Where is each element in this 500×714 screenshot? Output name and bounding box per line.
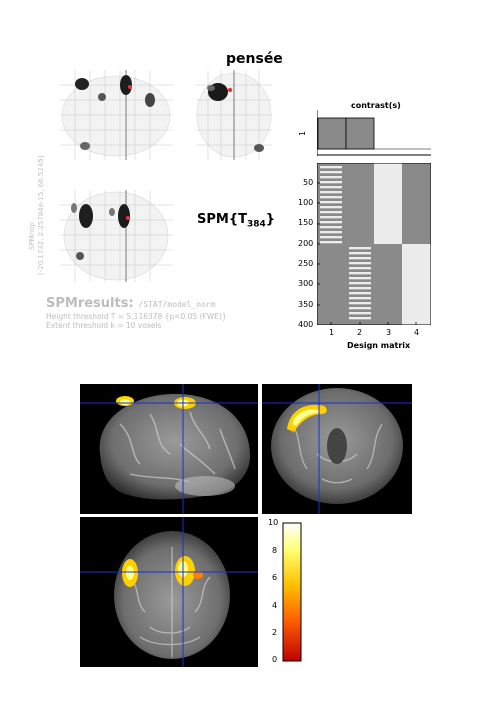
- t-text: T: [238, 212, 247, 227]
- colorbar-tick-8: 8: [272, 546, 278, 555]
- dm-ytick-150: 150: [298, 218, 314, 227]
- slice-axial[interactable]: [80, 517, 258, 667]
- height-threshold: Height threshold T = 5.116378 {p<0.05 (F…: [46, 312, 227, 321]
- dm-xtick-3: 3: [386, 328, 392, 337]
- spm-results-block: SPMresults: /STAT/model_norm Height thre…: [46, 292, 286, 330]
- spm-text: SPM: [197, 212, 229, 227]
- dm-xlabel: Design matrix: [347, 341, 411, 350]
- spm-stat-label: SPM{T384}: [197, 212, 275, 230]
- page-title: pensée: [226, 51, 283, 67]
- brace-open: {: [228, 212, 239, 227]
- design-matrix: [316, 162, 432, 326]
- glass-brain-sagittal: [60, 70, 173, 160]
- dm-xtick-4: 4: [414, 328, 420, 337]
- coordinate-readout: [-20.1732, 2.25784e-15, 66.5245]: [37, 155, 45, 275]
- contrast-index-label: 1: [298, 130, 308, 137]
- contrast-title: contrast(s): [351, 101, 401, 110]
- brace-close: }: [265, 212, 276, 227]
- slice-coronal[interactable]: [262, 384, 412, 514]
- mip-label: SPMmip: [28, 222, 36, 250]
- spm-results-heading: SPMresults:: [46, 296, 134, 311]
- dm-ytick-250: 250: [298, 259, 314, 268]
- colorbar-tick-6: 6: [272, 573, 278, 582]
- contrast-plot: [316, 110, 431, 156]
- colorbar-tick-0: 0: [272, 655, 278, 664]
- dm-ytick-350: 350: [298, 300, 314, 309]
- dm-ytick-200: 200: [298, 239, 314, 248]
- glass-brain-axial: [60, 190, 173, 282]
- dm-ytick-400: 400: [298, 320, 314, 329]
- spm-results-path: /STAT/model_norm: [133, 300, 216, 309]
- dm-xtick-1: 1: [329, 328, 335, 337]
- colorbar: [282, 522, 302, 662]
- glass-brain-coronal: [196, 70, 272, 160]
- mip-coordinates: [-20.1732, 2.25784e-15, 66.5245]: [37, 156, 45, 275]
- dm-ytick-100: 100: [298, 198, 314, 207]
- extent-threshold: Extent threshold k = 10 voxels: [46, 321, 162, 330]
- colorbar-tick-10: 10: [268, 518, 279, 527]
- df-subscript: 384: [246, 219, 266, 230]
- dm-ytick-300: 300: [298, 279, 314, 288]
- colorbar-tick-4: 4: [272, 601, 278, 610]
- dm-ytick-50: 50: [303, 178, 314, 187]
- dm-xtick-2: 2: [357, 328, 363, 337]
- colorbar-tick-2: 2: [272, 628, 278, 637]
- contrast-index: 1: [298, 131, 307, 136]
- spm-mip-label: SPMmip: [28, 222, 36, 250]
- slice-sagittal[interactable]: [80, 384, 258, 514]
